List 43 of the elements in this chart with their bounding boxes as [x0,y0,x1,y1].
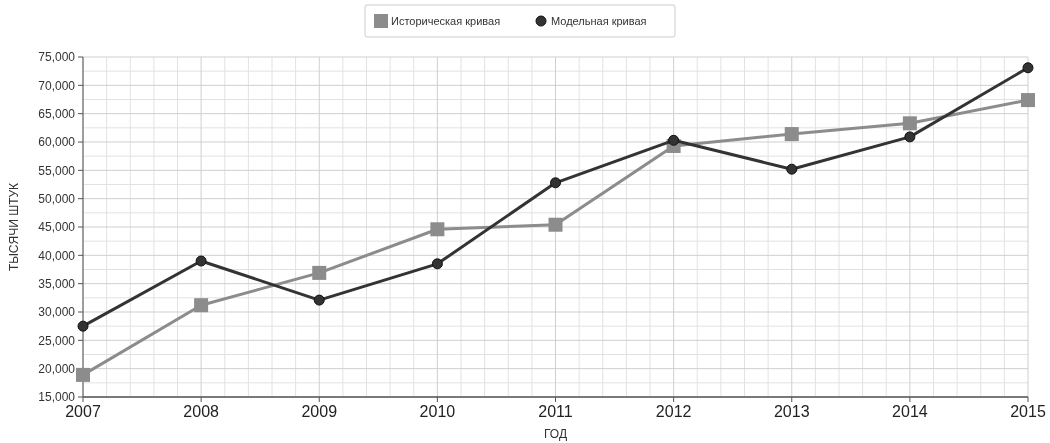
point [431,258,443,270]
point [550,177,561,189]
x-tick-label: 2013 [773,403,810,420]
y-tick-label: 50,000 [38,191,76,206]
y-tick-label: 75,000 [38,50,76,65]
x-tick-label: 2008 [183,403,220,420]
point [904,131,916,143]
point [902,116,917,131]
point [313,294,325,306]
point [194,298,209,313]
y-tick-label: 65,000 [38,106,76,121]
point [312,265,327,280]
point [786,163,798,175]
point [784,127,799,142]
x-tick-label: 2007 [65,403,101,420]
point [76,367,90,382]
point [195,255,207,267]
y-tick-label: 60,000 [38,135,76,150]
point [430,222,445,237]
point [668,134,680,146]
legend-label: Историческая кривая [391,14,501,27]
x-axis-title: ГОД [543,427,568,441]
x-tick-label: 2010 [419,403,456,420]
y-tick-label: 30,000 [38,305,76,320]
y-tick-label: 70,000 [38,78,76,93]
y-tick-label: 55,000 [38,163,76,178]
point [1021,93,1035,108]
y-tick-label: 20,000 [38,361,76,376]
y-tick-label: 25,000 [38,333,76,348]
x-tick-label: 2009 [301,403,338,420]
y-axis-title: ТЫСЯЧИ ШТУК [7,182,21,272]
point [1022,62,1034,74]
point [548,217,563,232]
y-tick-label: 45,000 [38,220,76,235]
x-tick-label: 2014 [892,403,928,420]
y-tick-label: 35,000 [38,276,76,291]
x-tick-label: 2015 [1010,403,1046,420]
x-tick-label: 2012 [655,403,692,420]
point [77,320,89,332]
x-tick-label: 2011 [538,403,573,420]
y-tick-label: 40,000 [38,248,76,263]
legend-label: Модельная кривая [551,14,647,27]
y-tick-label: 15,000 [38,390,76,405]
